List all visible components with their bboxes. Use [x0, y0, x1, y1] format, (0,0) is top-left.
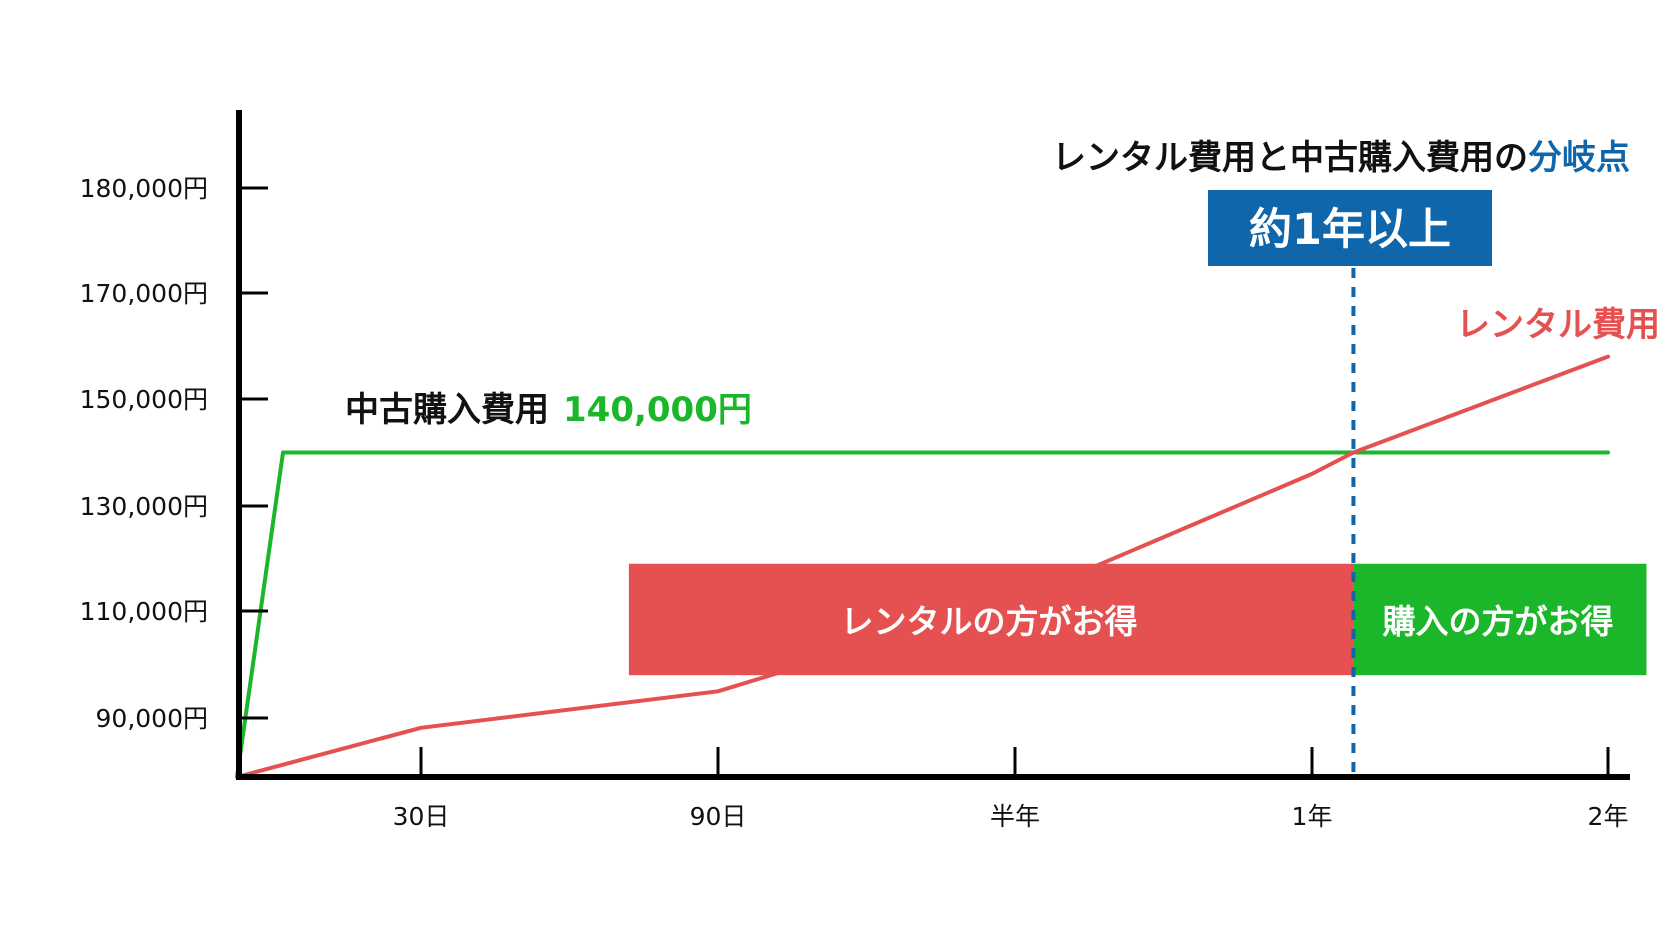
- x-axis-ticks: 30日 90日 半年 1年 2年: [393, 747, 1629, 831]
- y-tick-label: 150,000円: [80, 385, 208, 414]
- purchase-better-region: [1353, 563, 1647, 676]
- breakeven-badge: 約1年以上: [1249, 205, 1451, 255]
- rental-better-region: [628, 563, 1354, 676]
- purchase-better-label: 購入の方がお得: [1383, 602, 1614, 641]
- x-tick-label: 2年: [1588, 802, 1629, 831]
- purchase-cost-label: 中古購入費用 140,000円: [345, 390, 752, 430]
- axes: [236, 110, 1630, 780]
- rental-cost-line: [235, 354, 1610, 779]
- heading-accent: 分岐点: [1528, 138, 1630, 178]
- rental-better-label: レンタルの方がお得: [841, 602, 1138, 641]
- x-tick-label: 半年: [990, 802, 1040, 831]
- purchase-cost-name: 中古購入費用: [345, 390, 549, 430]
- y-tick-label: 110,000円: [80, 597, 208, 626]
- heading-text: レンタル費用と中古購入費用の分岐点: [1052, 138, 1630, 178]
- x-tick-label: 90日: [690, 802, 747, 831]
- heading-main: レンタル費用と中古購入費用の: [1052, 138, 1528, 178]
- y-tick-label: 180,000円: [80, 174, 208, 203]
- x-tick-label: 30日: [393, 802, 450, 831]
- purchase-cost-value: 140,000円: [563, 390, 752, 430]
- breakeven-badge-box: [1208, 190, 1492, 266]
- x-tick-label: 1年: [1292, 802, 1333, 831]
- y-tick-label: 170,000円: [80, 279, 208, 308]
- advantage-regions: [628, 563, 1647, 676]
- rental-cost-label: レンタル費用: [1456, 305, 1660, 345]
- y-tick-label: 90,000円: [96, 704, 208, 733]
- y-tick-label: 130,000円: [80, 492, 208, 521]
- y-axis-ticks: 180,000円 170,000円 150,000円 130,000円 110,000円…: [80, 174, 268, 733]
- purchase-cost-line: [235, 450, 1610, 779]
- series-lines: [235, 354, 1610, 779]
